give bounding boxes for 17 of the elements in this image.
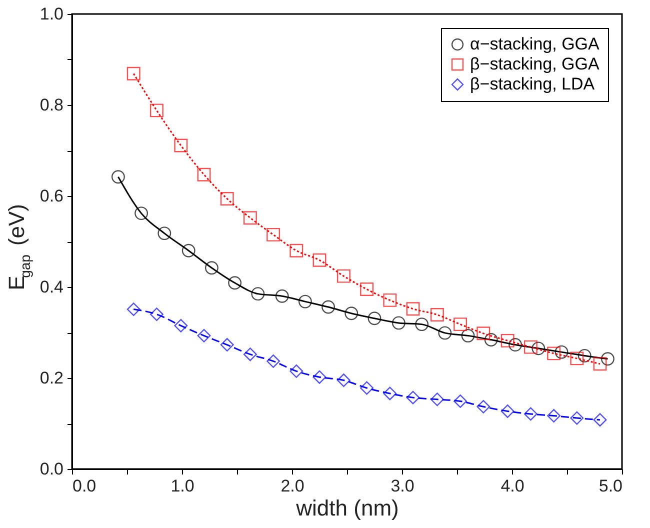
x-axis-title: width (nm) (295, 496, 399, 520)
y-axis-title: Egap (eV) (4, 204, 33, 290)
x-tick-label: 0.0 (72, 476, 96, 496)
y-tick-label: 0.6 (40, 186, 64, 206)
y-tick-label: 1.0 (40, 4, 64, 24)
y-tick-label: 0.0 (40, 460, 64, 478)
y-tick-label: 0.4 (40, 278, 64, 296)
x-tick-label: 4.0 (500, 476, 524, 496)
legend-label: β−stacking, LDA (470, 74, 596, 94)
x-tick-label: 1.0 (170, 476, 194, 496)
x-tick-label: 3.0 (390, 476, 414, 496)
y-tick-label: 0.8 (40, 96, 64, 114)
x-tick-label: 2.0 (280, 476, 304, 496)
y-tick-label: 0.2 (40, 368, 64, 388)
legend-label: β−stacking, GGA (470, 54, 600, 74)
legend-label: α−stacking, GGA (470, 34, 600, 54)
x-tick-label: 5.0 (598, 476, 622, 496)
